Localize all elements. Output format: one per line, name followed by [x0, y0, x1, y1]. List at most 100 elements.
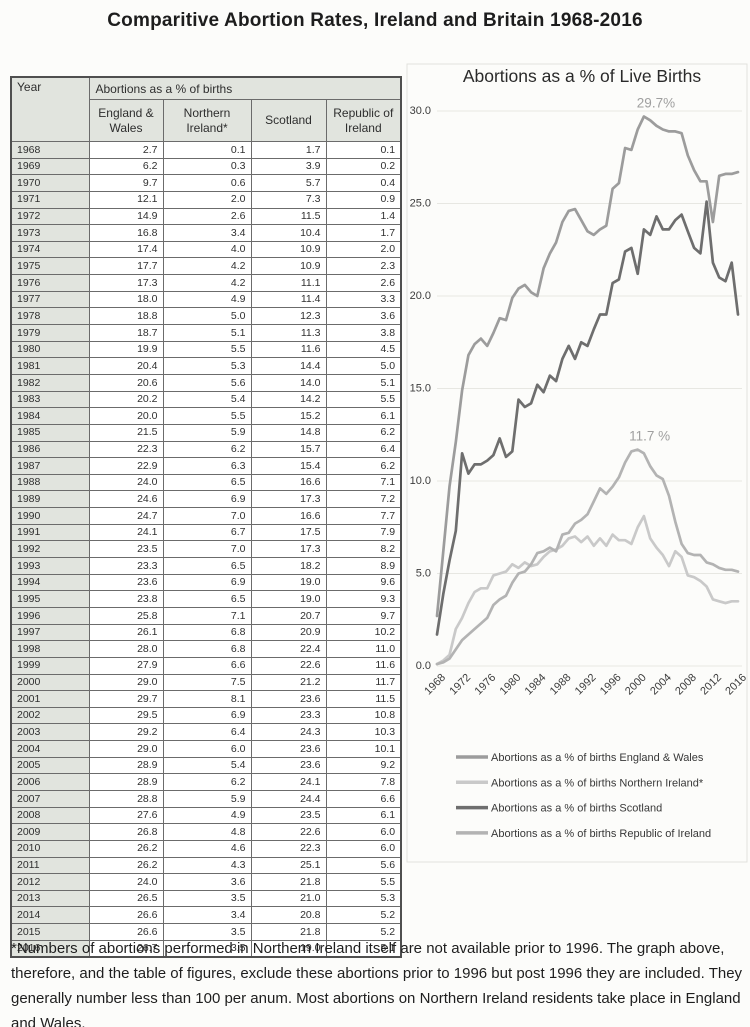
table-row: 1999 27.9 6.6 22.6 11.6 [10, 656, 402, 675]
table-cell-year: 1985 [10, 423, 90, 442]
table-cell-year: 1992 [10, 540, 90, 559]
table-cell-value: 23.6 [250, 756, 327, 775]
x-axis-labels: 1968 1972 1976 1980 1984 1988 1992 1996 2000 2004… [422, 672, 749, 698]
table-cell-value: 9.2 [325, 756, 402, 775]
table-cell-value: 10.8 [325, 706, 402, 725]
table-row: 1985 21.5 5.9 14.8 6.2 [10, 423, 402, 442]
table-cell-year: 1984 [10, 407, 90, 425]
table-row: 1980 19.9 5.5 11.6 4.5 [10, 340, 402, 359]
table-cell-value: 12.3 [250, 307, 327, 326]
table-cell-year: 1975 [10, 257, 90, 276]
table-cell-value: 18.7 [88, 324, 164, 342]
table-cell-value: 7.1 [162, 606, 252, 625]
table-row: 1971 12.1 2.0 7.3 0.9 [10, 190, 402, 209]
table-cell-value: 10.9 [250, 257, 327, 276]
table-cell-value: 2.6 [162, 207, 252, 226]
table-cell-value: 3.6 [325, 307, 402, 326]
table-cell-value: 17.3 [88, 274, 164, 292]
table-cell-value: 6.1 [325, 407, 402, 425]
line-chart: Abortions as a % of Live Births 30.0 25.0 2… [400, 58, 750, 880]
table-cell-value: 24.0 [88, 473, 164, 492]
table-cell-value: 8.2 [325, 540, 402, 559]
table-cell-value: 2.6 [325, 274, 402, 292]
table-cell-value: 5.3 [162, 357, 252, 375]
table-cell-year: 1977 [10, 290, 90, 309]
table-cell-value: 14.2 [250, 390, 327, 409]
table-cell-value: 6.7 [162, 523, 252, 542]
table-cell-value: 7.3 [250, 190, 327, 209]
legend-item-scotland: Abortions as a % of births Scotland [456, 803, 662, 815]
table-cell-value: 20.2 [88, 390, 164, 409]
table-cell-value: 4.6 [162, 839, 252, 858]
table-cell-year: 2005 [10, 756, 90, 775]
table-row: 2004 29.0 6.0 23.6 10.1 [10, 740, 402, 758]
table-row: 2013 26.5 3.5 21.0 5.3 [10, 889, 402, 908]
table-header-scotland: Scotland [250, 99, 327, 142]
table-cell-value: 11.3 [250, 324, 327, 342]
legend-item-england-wales: Abortions as a % of births England & Wal… [456, 752, 704, 764]
table-row: 1973 16.8 3.4 10.4 1.7 [10, 224, 402, 242]
legend-item-republic-of-ireland: Abortions as a % of births Republic of I… [456, 828, 711, 840]
table-cell-value: 5.2 [325, 923, 402, 941]
table-cell-value: 6.6 [325, 789, 402, 808]
table-row: 2009 26.8 4.8 22.6 6.0 [10, 823, 402, 841]
table-cell-year: 1979 [10, 324, 90, 342]
table-cell-value: 6.0 [325, 823, 402, 841]
table-cell-value: 28.9 [88, 756, 164, 775]
series-lines [435, 115, 740, 666]
table-cell-value: 5.4 [162, 390, 252, 409]
table-cell-value: 4.2 [162, 257, 252, 276]
table-cell-year: 2000 [10, 673, 90, 692]
table-cell-value: 11.5 [325, 690, 402, 708]
svg-text:2008: 2008 [673, 672, 699, 698]
table-cell-value: 1.7 [325, 224, 402, 242]
table-cell-value: 3.6 [162, 873, 252, 891]
table-cell-value: 17.3 [250, 540, 327, 559]
table-cell-value: 18.0 [88, 290, 164, 309]
table-row: 1975 17.7 4.2 10.9 2.3 [10, 257, 402, 276]
table-cell-year: 2001 [10, 690, 90, 708]
table-cell-value: 4.2 [162, 274, 252, 292]
table-cell-value: 5.9 [162, 423, 252, 442]
table-cell-value: 29.7 [88, 690, 164, 708]
table-cell-year: 1970 [10, 174, 90, 192]
table-cell-value: 20.8 [250, 906, 327, 925]
table-row: 1992 23.5 7.0 17.3 8.2 [10, 540, 402, 559]
table-cell-value: 21.0 [250, 889, 327, 908]
table-cell-value: 29.0 [88, 673, 164, 692]
peak-annotation: 29.7% [637, 96, 675, 111]
table-cell-year: 1987 [10, 457, 90, 475]
table-cell-value: 2.0 [325, 240, 402, 259]
table-header-group: Abortions as a % of births [88, 76, 402, 100]
table-cell-value: 6.8 [162, 640, 252, 658]
table-cell-year: 1982 [10, 373, 90, 392]
table-cell-year: 2002 [10, 706, 90, 725]
table-cell-value: 5.1 [162, 324, 252, 342]
table-row: 1986 22.3 6.2 15.7 6.4 [10, 440, 402, 459]
chart-legend: Abortions as a % of births England & Wal… [456, 752, 711, 840]
peak-annotation: 11.7 % [629, 429, 670, 444]
table-cell-value: 6.5 [162, 557, 252, 575]
table-cell-value: 29.0 [88, 740, 164, 758]
table-cell-value: 27.9 [88, 656, 164, 675]
table-cell-value: 15.7 [250, 440, 327, 459]
table-cell-value: 19.0 [250, 573, 327, 592]
table-cell-value: 4.9 [162, 806, 252, 825]
table-cell-value: 7.8 [325, 773, 402, 791]
table-cell-value: 23.3 [88, 557, 164, 575]
table-cell-value: 0.6 [162, 174, 252, 192]
svg-text:10.0: 10.0 [410, 475, 431, 487]
table-cell-value: 16.6 [250, 507, 327, 525]
table-cell-value: 2.3 [325, 257, 402, 276]
table-cell-value: 5.5 [162, 407, 252, 425]
table-cell-year: 1993 [10, 557, 90, 575]
table-cell-value: 15.4 [250, 457, 327, 475]
svg-text:1968: 1968 [422, 672, 448, 698]
abortion-rates-table: Year Abortions as a % of births England … [10, 76, 403, 959]
table-row: 2000 29.0 7.5 21.2 11.7 [10, 673, 402, 692]
table-row: 1974 17.4 4.0 10.9 2.0 [10, 240, 402, 259]
table-cell-value: 11.1 [250, 274, 327, 292]
table-cell-value: 10.4 [250, 224, 327, 242]
table-row: 2011 26.2 4.3 25.1 5.6 [10, 856, 402, 875]
